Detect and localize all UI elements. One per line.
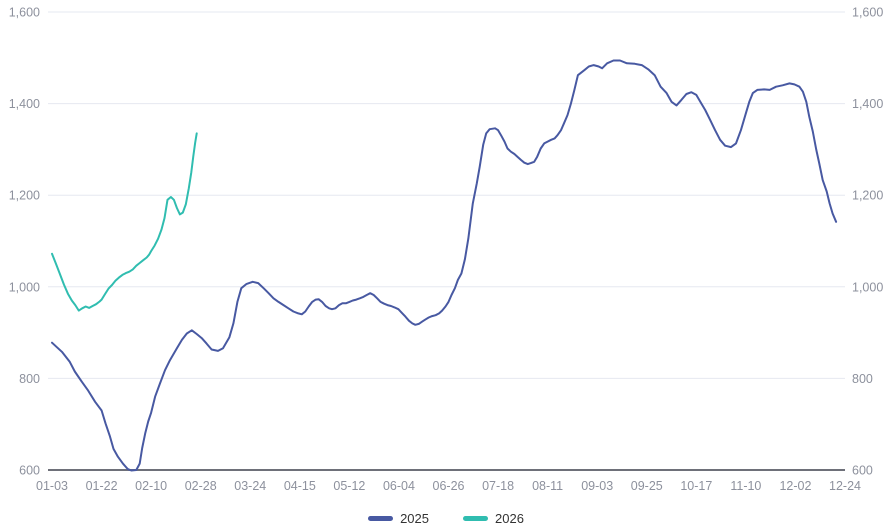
plot-area: 600 600 800 800 1,000 1,000 1,200 1,200 1,400 1,4… xyxy=(9,6,884,494)
series-line-2025 xyxy=(51,59,838,472)
x-axis-label: 05-12 xyxy=(333,479,365,493)
legend-item-2025[interactable]: 2025 xyxy=(368,512,429,525)
y-axis-label-left: 800 xyxy=(19,372,40,386)
legend-item-2026[interactable]: 2026 xyxy=(463,512,524,525)
x-axis-label: 12-24 xyxy=(829,479,861,493)
x-axis-label: 09-03 xyxy=(581,479,613,493)
x-axis-label: 06-26 xyxy=(433,479,465,493)
y-axis-label-right: 1,400 xyxy=(852,97,883,111)
x-axis-label: 07-18 xyxy=(482,479,514,493)
legend-swatch-2026 xyxy=(463,515,488,521)
y-axis-label-left: 1,000 xyxy=(9,280,40,294)
series-line-2026 xyxy=(51,132,198,312)
y-axis-label-right: 1,000 xyxy=(852,280,883,294)
x-axis-label: 01-03 xyxy=(36,479,68,493)
legend-label-2025: 2025 xyxy=(400,510,429,526)
x-axis-label: 10-17 xyxy=(680,479,712,493)
x-axis-label: 11-10 xyxy=(730,479,761,493)
x-axis-label: 01-22 xyxy=(86,479,118,493)
legend-label-2026: 2026 xyxy=(495,510,524,526)
x-axis-label: 08-11 xyxy=(532,479,563,493)
x-axis-label: 09-25 xyxy=(631,479,663,493)
y-axis-label-right: 1,200 xyxy=(852,189,883,203)
x-axis-label: 02-28 xyxy=(185,479,217,493)
x-axis-label: 02-10 xyxy=(135,479,167,493)
x-axis-label: 03-24 xyxy=(234,479,266,493)
y-axis-label-left: 600 xyxy=(19,464,40,478)
legend: 2025 2026 xyxy=(0,506,892,530)
y-axis-label-right: 600 xyxy=(852,464,873,478)
x-axis-label: 06-04 xyxy=(383,479,415,493)
x-axis-label: 04-15 xyxy=(284,479,316,493)
y-axis-label-right: 1,600 xyxy=(852,6,883,20)
y-axis-label-left: 1,600 xyxy=(9,6,40,20)
x-axis-label: 12-02 xyxy=(779,479,811,493)
y-axis-label-left: 1,200 xyxy=(9,189,40,203)
legend-swatch-2025 xyxy=(368,515,394,521)
y-axis-label-left: 1,400 xyxy=(9,97,40,111)
y-axis-label-right: 800 xyxy=(852,372,873,386)
